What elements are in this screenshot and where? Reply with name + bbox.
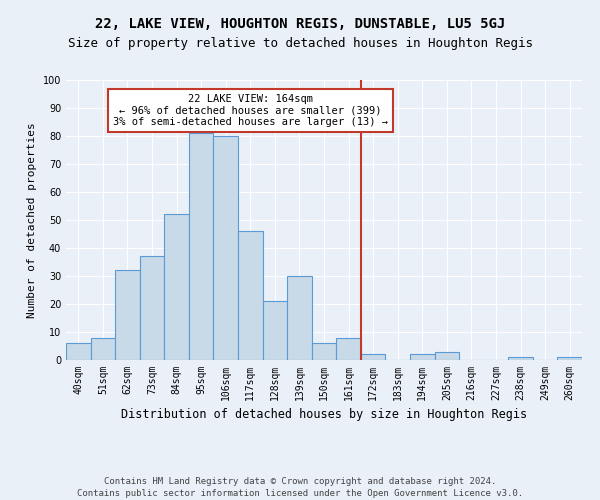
Bar bbox=[189, 133, 214, 360]
Bar bbox=[214, 136, 238, 360]
Bar bbox=[263, 301, 287, 360]
Text: 22 LAKE VIEW: 164sqm
← 96% of detached houses are smaller (399)
3% of semi-detac: 22 LAKE VIEW: 164sqm ← 96% of detached h… bbox=[113, 94, 388, 127]
Bar bbox=[66, 343, 91, 360]
Bar bbox=[508, 357, 533, 360]
Text: Size of property relative to detached houses in Houghton Regis: Size of property relative to detached ho… bbox=[67, 38, 533, 51]
Bar bbox=[434, 352, 459, 360]
Bar bbox=[336, 338, 361, 360]
Text: Contains HM Land Registry data © Crown copyright and database right 2024.
Contai: Contains HM Land Registry data © Crown c… bbox=[77, 476, 523, 498]
Bar bbox=[361, 354, 385, 360]
Bar bbox=[140, 256, 164, 360]
Bar bbox=[410, 354, 434, 360]
X-axis label: Distribution of detached houses by size in Houghton Regis: Distribution of detached houses by size … bbox=[121, 408, 527, 422]
Bar bbox=[287, 276, 312, 360]
Bar bbox=[312, 343, 336, 360]
Bar bbox=[164, 214, 189, 360]
Bar bbox=[115, 270, 140, 360]
Bar bbox=[91, 338, 115, 360]
Text: 22, LAKE VIEW, HOUGHTON REGIS, DUNSTABLE, LU5 5GJ: 22, LAKE VIEW, HOUGHTON REGIS, DUNSTABLE… bbox=[95, 18, 505, 32]
Bar bbox=[557, 357, 582, 360]
Y-axis label: Number of detached properties: Number of detached properties bbox=[27, 122, 37, 318]
Bar bbox=[238, 231, 263, 360]
